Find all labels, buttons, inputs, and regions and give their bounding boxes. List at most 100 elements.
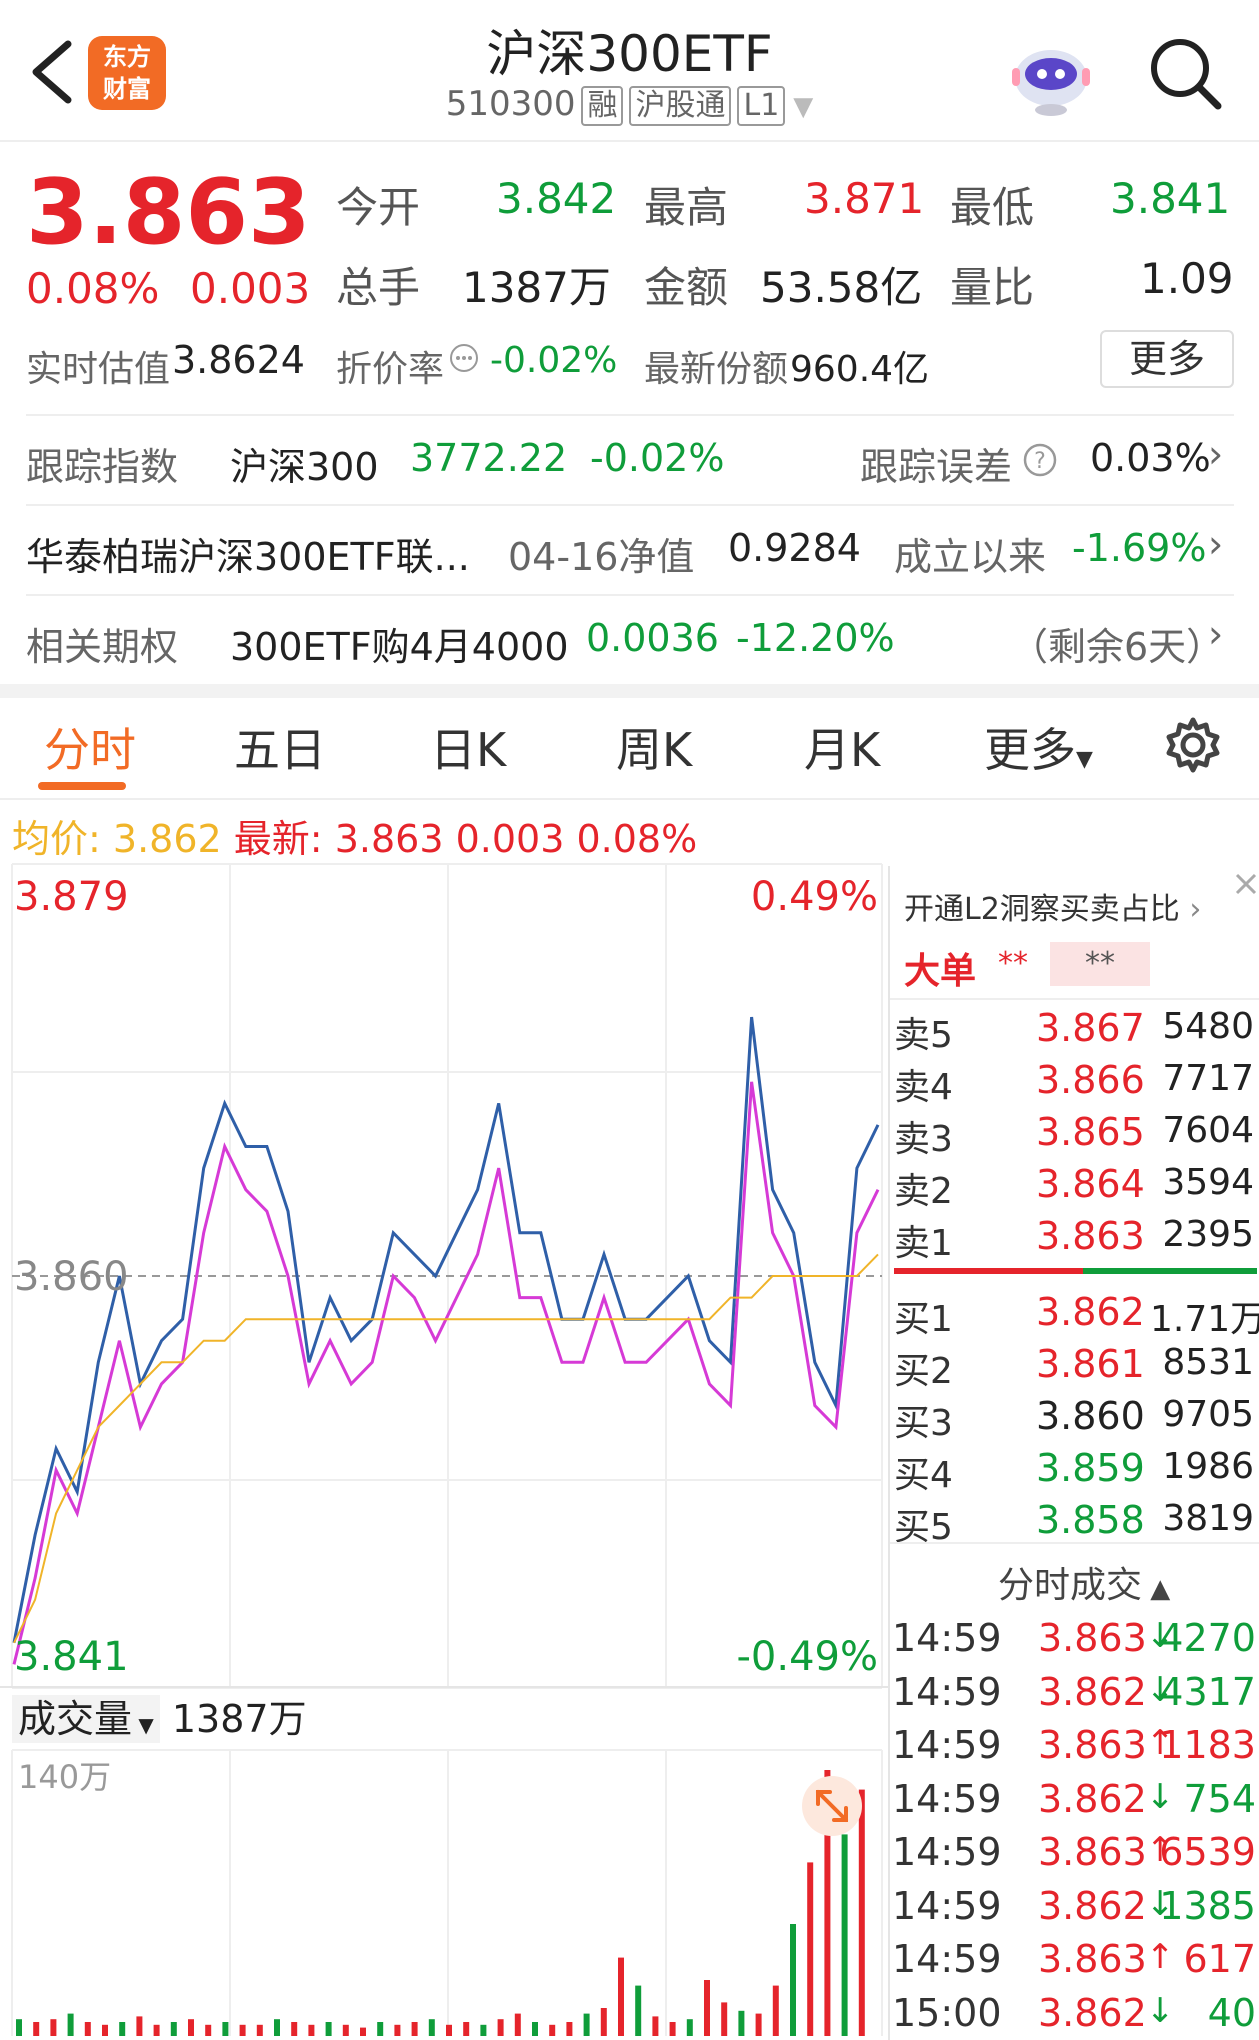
- volume-bars: [16, 1770, 865, 2036]
- pct-min-label: -0.49%: [736, 1634, 878, 1680]
- ticks-header[interactable]: 分时成交 ▲: [998, 1556, 1170, 1608]
- open-value: 3.842: [496, 174, 617, 223]
- tracking-error-label: 跟踪误差: [860, 445, 1013, 489]
- search-button[interactable]: [1146, 34, 1226, 114]
- page-title: 沪深300ETF: [486, 25, 773, 83]
- ask-price: 3.866: [1036, 1058, 1145, 1102]
- divider: [0, 1686, 888, 1688]
- indicator-selector-label: 成交量: [18, 1697, 133, 1741]
- bid-price: 3.862: [1036, 1290, 1145, 1334]
- volume-bar: [721, 2002, 728, 2036]
- l2-promo-text: 开通L2洞察买卖占比: [904, 892, 1180, 927]
- volume-header: 成交量 ▼ 1387万: [12, 1688, 307, 1743]
- big-order-buy-value: **: [998, 946, 1028, 981]
- arrow-up-icon: ↑: [1146, 1723, 1175, 1763]
- volume-bar: [360, 2027, 366, 2036]
- search-icon: [1151, 39, 1222, 110]
- chevron-right-icon[interactable]: ›: [1208, 612, 1224, 656]
- avg-info-bar: 均价: 3.862 最新: 3.863 0.003 0.08%: [12, 808, 697, 863]
- volume-bar: [239, 2024, 246, 2036]
- bid-price: 3.860: [1036, 1394, 1145, 1438]
- tag-level: L1: [737, 86, 786, 126]
- caret-up-icon: ▲: [1142, 1574, 1171, 1604]
- ask-volume: 5480: [1162, 1006, 1254, 1047]
- latest-label: 最新:: [233, 817, 323, 861]
- volume-bar: [480, 2024, 487, 2036]
- bid-price: 3.859: [1036, 1446, 1145, 1490]
- ask-label: 卖5: [894, 1015, 953, 1056]
- volume-bar: [136, 2016, 143, 2036]
- caret-down-icon: ▼: [132, 1713, 154, 1737]
- tab-intraday[interactable]: 分时: [44, 723, 136, 777]
- ask-price: 3.865: [1036, 1110, 1145, 1154]
- ask-volume: 3594: [1162, 1162, 1254, 1203]
- tick-time: 14:59: [892, 1883, 1002, 1928]
- expand-icon: [816, 1790, 848, 1822]
- indicator-selector[interactable]: 成交量 ▼: [12, 1695, 160, 1743]
- volume-bar: [704, 1980, 710, 2036]
- volume-bar: [807, 1862, 814, 2036]
- tab-five-day[interactable]: 五日: [234, 723, 326, 777]
- stock-code: 510300: [445, 84, 576, 124]
- tick-time: 14:59: [892, 1616, 1002, 1660]
- volume-bar: [618, 1957, 624, 2036]
- divider: [0, 798, 1259, 800]
- assistant-robot-icon[interactable]: [1006, 30, 1096, 120]
- tag-margin: 融: [581, 86, 624, 126]
- close-promo-button[interactable]: [1234, 872, 1258, 900]
- bid-label: 买2: [894, 1351, 953, 1392]
- volume-grid: [11, 1749, 883, 2036]
- more-quote-button[interactable]: 更多: [1100, 330, 1234, 388]
- ask-label: 卖1: [894, 1223, 953, 1264]
- volume-bar: [119, 2022, 126, 2036]
- chevron-right-icon[interactable]: ›: [1208, 432, 1224, 476]
- tick-volume: 6539: [1159, 1830, 1256, 1874]
- linked-nav-label: 04-16净值: [508, 535, 695, 579]
- volume-bar: [50, 2019, 57, 2036]
- intraday-chart[interactable]: 3.879 0.49% 3.860 3.841 -0.49%: [0, 862, 888, 1692]
- tick-time: 14:59: [892, 1669, 1002, 1714]
- discount-info-icon[interactable]: [448, 342, 480, 378]
- tick-price: 3.863: [1038, 1937, 1147, 1981]
- help-icon[interactable]: ?: [1022, 442, 1058, 482]
- tick-volume: 4270: [1159, 1616, 1256, 1660]
- low-label: 最低: [950, 183, 1035, 232]
- volume-chart[interactable]: 140万: [0, 1748, 888, 2038]
- volume-max-label: 140万: [18, 1758, 111, 1796]
- chevron-right-icon: ›: [1179, 892, 1202, 927]
- svg-text:?: ?: [1034, 449, 1046, 474]
- latest-value: 3.863: [334, 817, 444, 861]
- tab-weekly-k[interactable]: 周K: [616, 723, 693, 777]
- ask-volume: 7717: [1162, 1058, 1254, 1099]
- tab-daily-k[interactable]: 日K: [430, 723, 507, 777]
- volume-bar: [153, 2024, 160, 2036]
- option-name[interactable]: 300ETF购4月4000: [230, 625, 569, 669]
- big-order-label: 大单: [904, 951, 977, 992]
- arrow-up-icon: ↑: [1146, 1830, 1175, 1870]
- l2-promo-link[interactable]: 开通L2洞察买卖占比 ›: [904, 884, 1201, 928]
- divider: [890, 1542, 1259, 1544]
- tick-price: 3.862: [1038, 1776, 1147, 1821]
- stock-subtitle[interactable]: 510300 融沪股通 L1 ▼: [0, 84, 1259, 126]
- arrow-down-icon: ↓: [1146, 1616, 1175, 1656]
- volume-bar: [342, 2024, 349, 2036]
- tick-time: 15:00: [892, 1990, 1002, 2035]
- app-logo[interactable]: 东方 财富: [88, 36, 166, 110]
- tab-monthly-k[interactable]: 月K: [804, 723, 881, 777]
- chart-settings-button[interactable]: [1164, 716, 1222, 778]
- linked-fund-name[interactable]: 华泰柏瑞沪深300ETF联...: [26, 535, 470, 579]
- volume-bar: [291, 2022, 298, 2036]
- volume-bar: [84, 2022, 91, 2036]
- expand-button[interactable]: [802, 1776, 862, 1836]
- tab-more[interactable]: 更多▼: [984, 714, 1093, 780]
- logo-line-1: 东方: [103, 43, 151, 71]
- tick-time: 14:59: [892, 1723, 1002, 1767]
- chevron-right-icon[interactable]: ›: [1208, 522, 1224, 566]
- tracking-index[interactable]: 沪深300: [230, 445, 379, 489]
- divider: [890, 998, 1259, 1000]
- bid-price: 3.861: [1036, 1342, 1145, 1386]
- back-button[interactable]: [26, 36, 86, 106]
- volume-bar: [497, 2019, 504, 2036]
- volume-label: 总手: [336, 263, 421, 312]
- tick-price: 3.862: [1038, 1990, 1147, 2035]
